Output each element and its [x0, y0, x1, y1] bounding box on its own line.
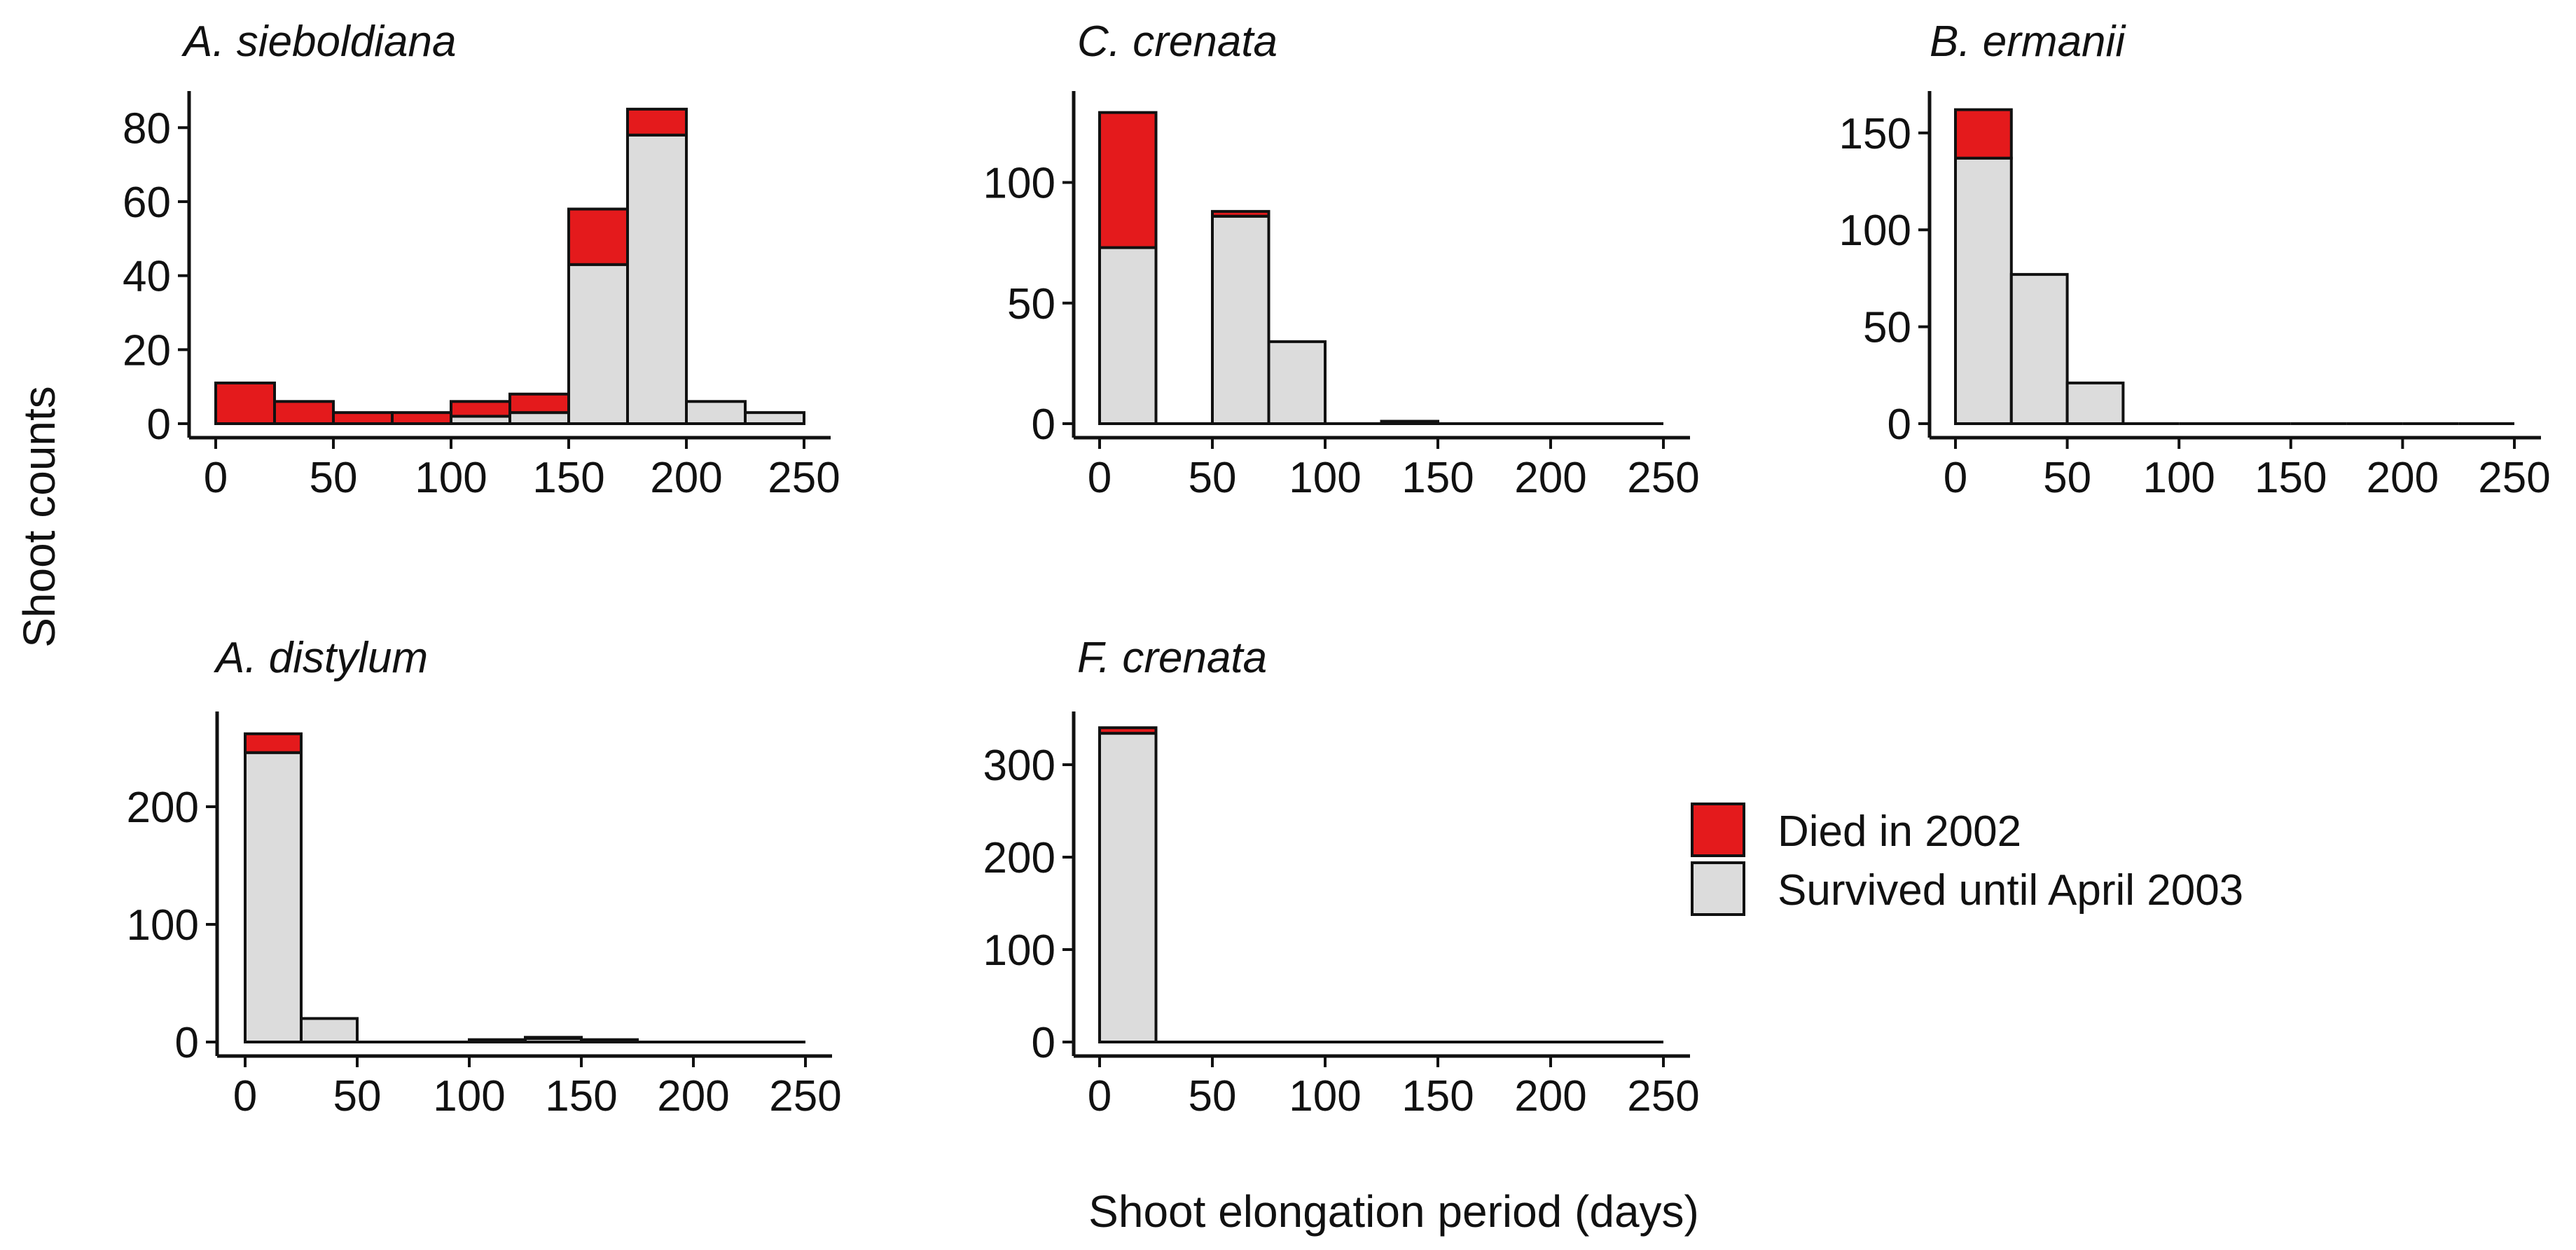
- bar-died-a-sieboldiana-150: [567, 207, 629, 266]
- y-tick-label-b-ermanii-0: 0: [1888, 401, 1911, 449]
- x-tick-label-f-crenata-50: 50: [1189, 1072, 1237, 1120]
- x-tick-label-a-sieboldiana-50: 50: [310, 454, 358, 502]
- y-tick-label-c-crenata-0: 0: [1032, 401, 1055, 449]
- y-axis-title: Shoot counts: [14, 386, 64, 648]
- x-tick-label-a-sieboldiana-200: 200: [650, 454, 722, 502]
- bar-survived-f-crenata-0: [1098, 732, 1158, 1043]
- bar-died-a-sieboldiana-100: [450, 400, 511, 418]
- panel-b-ermanii: B. ermanii 0 50 100 150 200 250 0 50 100 150: [1839, 18, 2551, 502]
- bar-survived-c-crenata-75: [1267, 340, 1327, 425]
- x-tick-label-b-ermanii-250: 250: [2478, 454, 2550, 502]
- panel-a-sieboldiana: A. sieboldiana 0 50 100 150 200 250 0 20 40 60 80: [123, 18, 840, 502]
- x-tick-label-b-ermanii-100: 100: [2142, 454, 2215, 502]
- bar-survived-a-sieboldiana-175: [626, 133, 688, 425]
- bar-died-b-ermanii-0: [1954, 108, 2013, 160]
- x-tick-label-b-ermanii-50: 50: [2043, 454, 2091, 502]
- y-tick-label-a-sieboldiana-80: 80: [123, 104, 171, 153]
- x-tick-label-f-crenata-0: 0: [1088, 1072, 1112, 1120]
- y-tick-label-a-sieboldiana-20: 20: [123, 326, 171, 375]
- bar-survived-a-sieboldiana-200: [685, 400, 747, 426]
- y-tick-label-c-crenata-50: 50: [1007, 280, 1055, 328]
- y-tick-label-a-distylum-200: 200: [127, 784, 199, 832]
- panel-title-b-ermanii: B. ermanii: [1930, 18, 2126, 66]
- x-tick-label-a-sieboldiana-100: 100: [415, 454, 487, 502]
- bar-survived-b-ermanii-50: [2065, 381, 2125, 425]
- y-tick-label-f-crenata-200: 200: [983, 834, 1055, 882]
- bar-died-a-sieboldiana-175: [626, 107, 688, 137]
- bar-died-c-crenata-50: [1211, 209, 1270, 218]
- legend: Died in 2002 Survived until April 2003: [1691, 803, 2243, 916]
- x-tick-label-a-sieboldiana-150: 150: [532, 454, 604, 502]
- x-tick-label-b-ermanii-0: 0: [1944, 454, 1967, 502]
- x-tick-label-a-distylum-150: 150: [545, 1072, 617, 1120]
- bar-died-a-distylum-0: [244, 732, 303, 754]
- bar-survived-c-crenata-125: [1380, 419, 1439, 425]
- bar-survived-a-distylum-0: [244, 751, 303, 1043]
- x-tick-label-f-crenata-100: 100: [1289, 1072, 1361, 1120]
- bar-died-a-sieboldiana-25: [273, 400, 335, 426]
- y-tick-label-a-sieboldiana-0: 0: [147, 401, 171, 449]
- bar-died-a-sieboldiana-50: [332, 411, 394, 425]
- x-axis-title: Shoot elongation period (days): [1088, 1186, 1699, 1237]
- x-tick-label-f-crenata-150: 150: [1401, 1072, 1474, 1120]
- bar-survived-a-distylum-150: [580, 1038, 639, 1044]
- y-tick-label-c-crenata-100: 100: [983, 160, 1055, 208]
- panel-c-crenata: C. crenata 0 50 100 150 200 250 0 50 100: [983, 18, 1700, 502]
- y-tick-label-b-ermanii-50: 50: [1863, 304, 1911, 352]
- y-tick-label-b-ermanii-150: 150: [1839, 110, 1911, 158]
- panel-title-f-crenata: F. crenata: [1077, 634, 1267, 682]
- legend-label-died: Died in 2002: [1778, 807, 2021, 856]
- bar-survived-a-sieboldiana-125: [508, 411, 570, 425]
- x-tick-label-c-crenata-50: 50: [1189, 454, 1237, 502]
- legend-swatch-died: [1691, 803, 1745, 857]
- bar-died-f-crenata-0: [1098, 726, 1158, 735]
- x-tick-label-a-distylum-200: 200: [657, 1072, 729, 1120]
- x-tick-label-f-crenata-200: 200: [1514, 1072, 1586, 1120]
- x-tick-label-a-distylum-0: 0: [233, 1072, 257, 1120]
- x-tick-label-c-crenata-100: 100: [1289, 454, 1361, 502]
- x-tick-label-a-sieboldiana-0: 0: [204, 454, 228, 502]
- y-tick-label-a-sieboldiana-60: 60: [123, 179, 171, 227]
- bar-survived-b-ermanii-0: [1954, 156, 2013, 426]
- bar-survived-a-distylum-100: [468, 1038, 527, 1044]
- x-tick-label-b-ermanii-200: 200: [2367, 454, 2439, 502]
- y-tick-label-b-ermanii-100: 100: [1839, 207, 1911, 255]
- x-tick-label-c-crenata-150: 150: [1401, 454, 1474, 502]
- panel-title-a-sieboldiana: A. sieboldiana: [181, 18, 457, 66]
- x-tick-label-f-crenata-250: 250: [1627, 1072, 1699, 1120]
- y-tick-label-a-distylum-0: 0: [175, 1019, 199, 1067]
- panels: A. sieboldiana 0 50 100 150 200 250 0 20 40 60 80 C.…: [123, 18, 2551, 1120]
- x-tick-label-a-distylum-100: 100: [433, 1072, 505, 1120]
- x-tick-label-c-crenata-0: 0: [1088, 454, 1112, 502]
- panel-title-c-crenata: C. crenata: [1077, 18, 1277, 66]
- y-tick-label-a-distylum-100: 100: [127, 901, 199, 950]
- x-tick-label-b-ermanii-150: 150: [2255, 454, 2327, 502]
- bar-died-c-crenata-0: [1098, 111, 1158, 249]
- bar-died-a-sieboldiana-125: [508, 392, 570, 415]
- x-tick-label-a-distylum-250: 250: [769, 1072, 841, 1120]
- x-tick-label-a-distylum-50: 50: [333, 1072, 382, 1120]
- x-tick-label-c-crenata-250: 250: [1627, 454, 1699, 502]
- x-tick-label-c-crenata-200: 200: [1514, 454, 1586, 502]
- panel-a-distylum: A. distylum 0 50 100 150 200 250 0 100 200: [127, 634, 842, 1120]
- bar-survived-a-distylum-25: [300, 1017, 359, 1044]
- y-tick-label-f-crenata-0: 0: [1032, 1019, 1055, 1067]
- legend-swatch-survived: [1691, 861, 1745, 916]
- bar-survived-c-crenata-0: [1098, 246, 1158, 425]
- panel-title-a-distylum: A. distylum: [213, 634, 428, 682]
- bar-died-a-distylum-125: [524, 1036, 583, 1040]
- x-tick-label-a-sieboldiana-250: 250: [768, 454, 840, 502]
- y-tick-label-f-crenata-300: 300: [983, 742, 1055, 790]
- bar-survived-a-sieboldiana-150: [567, 263, 629, 425]
- panel-f-crenata: F. crenata 0 50 100 150 200 250 0 100 200 300: [983, 634, 1700, 1120]
- legend-label-survived: Survived until April 2003: [1778, 866, 2243, 915]
- y-tick-label-a-sieboldiana-40: 40: [123, 253, 171, 301]
- bar-died-a-sieboldiana-75: [391, 411, 452, 425]
- y-tick-label-f-crenata-100: 100: [983, 926, 1055, 975]
- bar-survived-c-crenata-50: [1211, 214, 1270, 425]
- bar-survived-b-ermanii-25: [2009, 272, 2069, 425]
- bar-died-a-sieboldiana-0: [214, 381, 276, 425]
- bar-survived-a-sieboldiana-225: [744, 411, 805, 425]
